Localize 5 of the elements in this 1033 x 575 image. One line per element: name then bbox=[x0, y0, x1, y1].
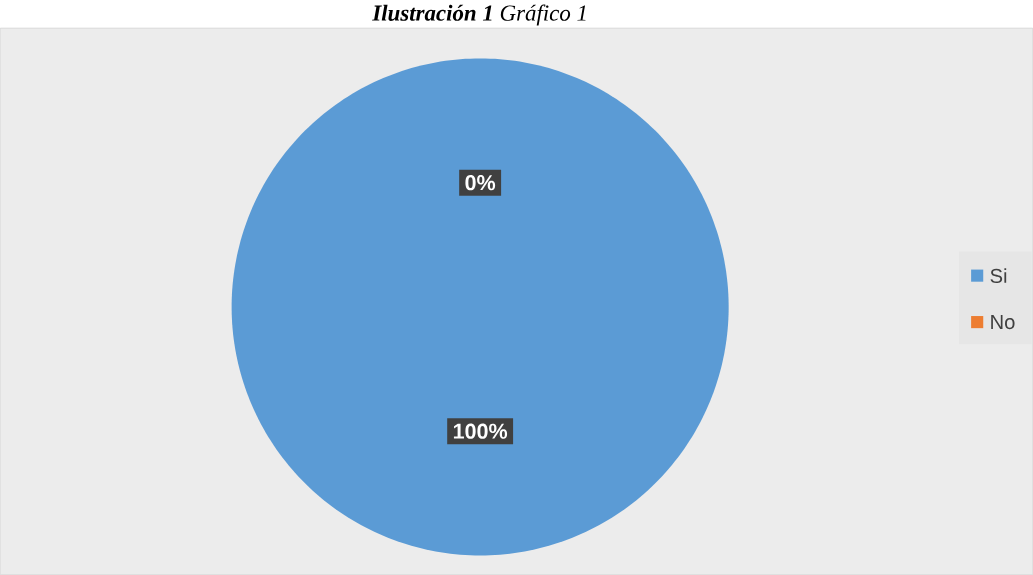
text: 0% bbox=[465, 175, 496, 191]
chart-title: Ilustración 1 Gráfico 1 bbox=[372, 4, 586, 26]
legend-label: No bbox=[991, 315, 1015, 330]
legend-label: Si bbox=[990, 268, 1007, 284]
data-label: 100% bbox=[453, 423, 508, 439]
